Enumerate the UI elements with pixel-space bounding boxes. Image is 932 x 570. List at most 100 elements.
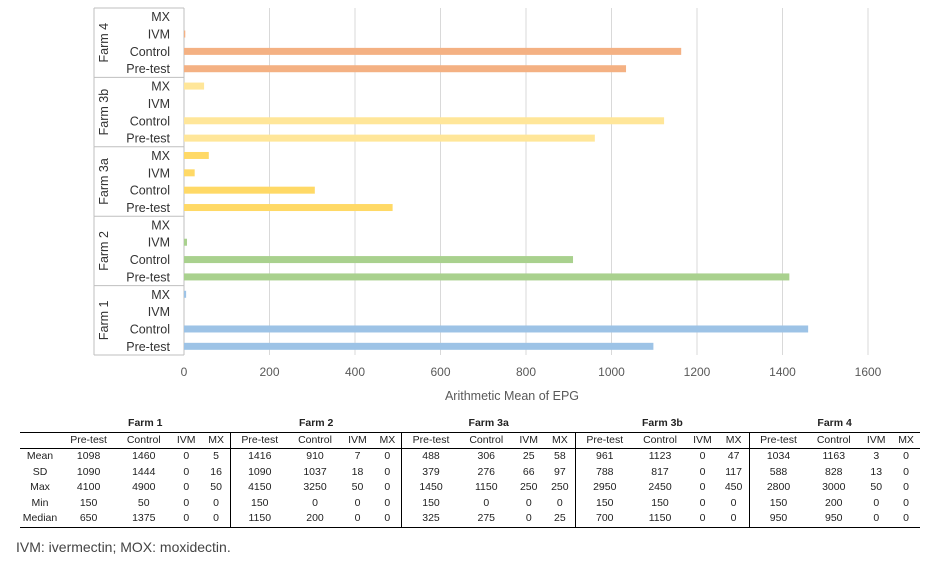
group-label: Farm 3b [97,89,111,136]
group-label: Farm 4 [97,23,111,63]
table-cell: 1450 [401,480,460,496]
table-column-header: Control [459,431,513,449]
table-cell: 0 [512,511,545,528]
table-column-header-row: Pre-test Control IVM MX Pre-test Control IVM MX… [20,431,920,449]
table-cell: 3250 [303,481,327,494]
bar [184,204,393,212]
category-label: Pre-test [126,132,170,146]
table-column-header: Pre-test [575,431,634,449]
table-cell: 1098 [76,450,101,463]
table-cell: 1090 [76,465,101,478]
category-label: IVM [148,28,170,42]
table-cell: 0 [384,496,391,509]
x-tick-label: 600 [430,365,450,379]
table-row-label: Mean [26,450,54,463]
category-label: MX [151,288,170,302]
table-cell: 0 [170,511,203,528]
bar [184,273,790,281]
category-label: Control [130,45,170,59]
table-column-header: Control [288,431,342,449]
table-cell: 950 [807,511,861,528]
bar [184,82,205,90]
table-cell: 7 [354,450,361,463]
table-cell: 325 [401,511,460,528]
table-cell: 50 [210,481,222,494]
category-label: IVM [148,305,170,319]
category-label: Control [130,322,170,336]
table-cell: 4100 [76,481,101,494]
table-cell: 0 [384,481,391,494]
table-cell: 817 [651,465,669,478]
x-tick-label: 1000 [598,365,625,379]
table-cell: 0 [686,511,719,528]
table-farm-header: Farm 4 [817,417,852,430]
group-label: Farm 1 [97,300,111,340]
table-cell: 1163 [822,450,846,463]
bar [184,169,195,177]
table-cell: 150 [401,495,460,511]
table-row-label: Median [20,511,60,528]
table-cell: 25 [544,511,576,528]
table-cell: 2450 [648,481,672,494]
table-column-header: IVM [512,431,545,449]
table-cell: 450 [724,481,743,494]
table-corner-cell [20,416,60,432]
table-cell: 150 [230,495,289,511]
table-cell: 47 [727,450,740,463]
table-cell: 700 [575,511,634,528]
table-cell: 250 [519,481,538,494]
table-cell: 1150 [633,511,687,528]
table-cell: 0 [903,465,909,478]
bar [184,117,665,125]
x-tick-label: 800 [516,365,536,379]
table-column-header: MX [373,431,402,449]
table-column-header: IVM [860,431,893,449]
table-cell: 0 [699,465,706,478]
table-column-header: Control [807,431,861,449]
table-cell: 0 [699,481,706,494]
bar [184,256,574,264]
footnote: IVM: ivermectin; MOX: moxidectin. [16,539,231,555]
bar [184,290,187,298]
table-cell: 1037 [303,465,327,478]
table-cell: 0 [903,450,909,463]
table-cell: 3 [873,450,880,463]
category-label: Control [130,253,170,267]
table-cell: 97 [554,465,566,478]
table-cell: 66 [522,465,535,478]
x-tick-label: 200 [259,365,279,379]
table-row: Min 150 50 0 0 150 0 0 0 150 0 0 0 150 150 0 0 150 200 0 0 [20,495,920,511]
table-cell: 150 [651,496,669,509]
table-cell: 2800 [748,480,808,496]
table-cell: 4150 [230,480,289,496]
table-row: Mean 1098 1460 0 5 1416 910 7 0 488 306 25 58 961 1123… [20,448,920,465]
table-row: Max 4100 4900 0 50 4150 3250 50 0 1450 1150 250 250 2… [20,480,920,496]
table-column-header: IVM [686,431,719,449]
table-row-label: Max [30,481,50,494]
table-cell: 0 [903,481,909,494]
table-column-header: MX [718,431,750,449]
category-label: Pre-test [126,201,170,215]
table-cell: 0 [892,511,920,528]
table-cell: 0 [903,496,909,509]
bar [184,47,682,55]
x-tick-label: 400 [345,365,365,379]
table-column-header: Pre-test [230,431,289,449]
table-cell: 961 [575,448,634,465]
table-cell: 0 [860,511,893,528]
table-column-header: Pre-test [401,431,460,449]
table-cell: 200 [288,511,342,528]
table-cell: 0 [183,481,190,494]
table-cell: 0 [556,496,563,509]
table-cell: 0 [699,450,706,463]
bar [184,151,209,159]
table-cell: 828 [825,465,843,478]
x-tick-label: 1200 [684,365,711,379]
table-column-header: MX [544,431,576,449]
table-cell: 0 [730,496,737,509]
table-column-header: MX [202,431,231,449]
table-cell: 0 [312,496,318,509]
x-tick-label: 0 [181,365,188,379]
table-cell: 488 [401,448,460,465]
category-label: IVM [148,97,170,111]
